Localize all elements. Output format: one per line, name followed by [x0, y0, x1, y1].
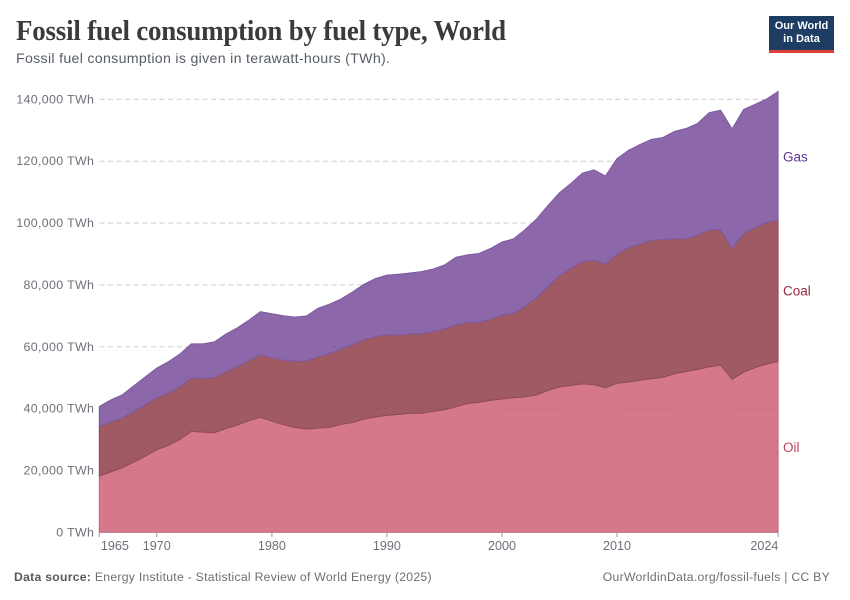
svg-text:1990: 1990 — [373, 539, 401, 553]
svg-text:80,000 TWh: 80,000 TWh — [24, 278, 95, 292]
svg-text:2000: 2000 — [488, 539, 516, 553]
svg-text:40,000 TWh: 40,000 TWh — [24, 402, 95, 416]
svg-text:Oil: Oil — [783, 440, 800, 455]
svg-text:2024: 2024 — [750, 539, 778, 553]
svg-text:1965: 1965 — [101, 539, 129, 553]
svg-text:60,000 TWh: 60,000 TWh — [24, 340, 95, 354]
svg-text:100,000 TWh: 100,000 TWh — [16, 216, 94, 230]
svg-text:0 TWh: 0 TWh — [56, 526, 94, 540]
svg-text:20,000 TWh: 20,000 TWh — [24, 464, 95, 478]
svg-text:140,000 TWh: 140,000 TWh — [16, 92, 94, 106]
svg-text:2010: 2010 — [603, 539, 631, 553]
svg-text:Gas: Gas — [783, 149, 808, 164]
svg-text:Coal: Coal — [783, 283, 811, 298]
svg-text:1980: 1980 — [258, 539, 286, 553]
svg-text:120,000 TWh: 120,000 TWh — [16, 154, 94, 168]
svg-text:1970: 1970 — [143, 539, 171, 553]
